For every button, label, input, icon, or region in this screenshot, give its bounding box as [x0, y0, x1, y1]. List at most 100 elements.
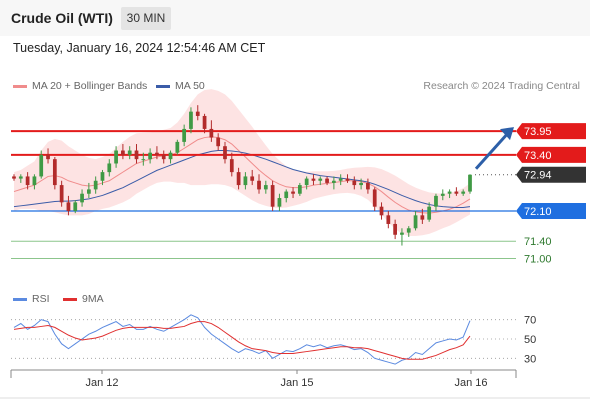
candle-body: [86, 189, 91, 194]
candle: [366, 178, 370, 194]
bollinger-band: [14, 89, 470, 237]
legend-ma20: MA 20 + Bollinger Bands: [13, 80, 147, 92]
candle: [46, 148, 50, 164]
candle: [39, 150, 44, 179]
rsi-ma-line: [13, 321, 471, 360]
candle: [121, 144, 125, 160]
candle-body: [100, 172, 105, 181]
candle-body: [39, 154, 44, 177]
candle-body: [195, 111, 200, 116]
candle: [229, 152, 234, 177]
ma20-swatch-icon: [13, 84, 27, 88]
candle-body: [413, 215, 418, 229]
legend-rsi: RSI: [13, 293, 50, 305]
candle-body: [236, 172, 241, 186]
candle-body: [359, 182, 363, 186]
candle-body: [250, 176, 255, 181]
candle: [18, 174, 23, 183]
candle-body: [257, 180, 261, 190]
candle: [86, 182, 91, 199]
candle-body: [223, 146, 227, 160]
level-tag-shape: [516, 203, 586, 219]
legend-ma50-label: MA 50: [175, 80, 205, 92]
level-tag-shape: [516, 166, 586, 183]
candle: [100, 169, 105, 186]
candle-body: [318, 178, 323, 181]
candle: [175, 139, 180, 155]
rsi-ma-swatch-icon: [63, 297, 77, 301]
candle: [277, 193, 282, 211]
candle-body: [379, 206, 384, 216]
candle: [352, 176, 357, 190]
candle-body: [52, 159, 57, 186]
candle-body: [447, 191, 452, 194]
candle: [461, 189, 466, 196]
candle: [250, 169, 255, 186]
candle: [297, 182, 302, 196]
instrument-title: Crude Oil (WTI): [11, 10, 113, 26]
candle-body: [189, 111, 193, 129]
rsi-line: [13, 314, 471, 365]
candle: [59, 180, 64, 207]
level-tag-73-95: 73.95: [516, 123, 586, 140]
candle: [243, 172, 248, 190]
rsi-tick-70: 70: [524, 315, 536, 327]
candle: [114, 146, 118, 168]
projection-arrow-head-icon: [500, 127, 514, 141]
candle-body: [141, 159, 146, 161]
candle-body: [243, 176, 248, 186]
candle-body: [59, 185, 64, 203]
candle: [454, 187, 459, 196]
rsi-tick-50: 50: [524, 334, 536, 346]
candle-body: [400, 232, 404, 235]
candle: [263, 180, 268, 194]
candle: [393, 219, 398, 240]
candle: [195, 105, 200, 121]
ma50-swatch-icon: [156, 84, 170, 88]
level-tag-shape: [516, 146, 586, 163]
candle-body: [73, 202, 78, 211]
candle: [386, 211, 391, 229]
candle-body: [134, 150, 139, 160]
legend-ma20-label: MA 20 + Bollinger Bands: [32, 80, 148, 92]
candle: [80, 189, 84, 207]
candle: [182, 124, 187, 147]
candle-body: [148, 152, 152, 160]
candle: [284, 189, 289, 203]
candle: [209, 120, 214, 142]
level-label-73-95: 73.95: [524, 126, 552, 138]
candle: [25, 172, 30, 190]
candle: [447, 189, 452, 199]
candle: [155, 146, 159, 160]
rsi-swatch-icon: [13, 297, 27, 301]
x-tick-label: Jan 12: [85, 377, 118, 389]
candle: [32, 174, 37, 190]
candle-body: [263, 185, 268, 190]
candle: [148, 148, 152, 164]
candle-body: [107, 163, 112, 173]
level-label-71-00: 71.00: [524, 254, 552, 266]
level-tag-72-94: 72.94: [516, 166, 586, 183]
candle-body: [155, 152, 159, 155]
candle-body: [338, 178, 343, 181]
level-label-72-10: 72.10: [524, 206, 552, 218]
candle: [270, 180, 275, 211]
candle-body: [393, 223, 398, 235]
candle-body: [468, 174, 472, 192]
candle: [107, 159, 112, 177]
candle-body: [127, 150, 132, 155]
level-tag-72-10: 72.10: [516, 203, 586, 219]
candle-body: [284, 191, 289, 199]
candle: [332, 176, 336, 190]
candle: [12, 174, 16, 181]
candle-body: [182, 128, 187, 142]
candle: [372, 187, 377, 211]
top-bar: [0, 0, 590, 36]
candle: [420, 208, 425, 224]
timeframe-button[interactable]: 30 MIN: [121, 7, 171, 30]
candle: [223, 141, 227, 164]
candle: [400, 228, 404, 246]
candle: [304, 176, 309, 190]
x-tick-label: Jan 15: [280, 377, 313, 389]
